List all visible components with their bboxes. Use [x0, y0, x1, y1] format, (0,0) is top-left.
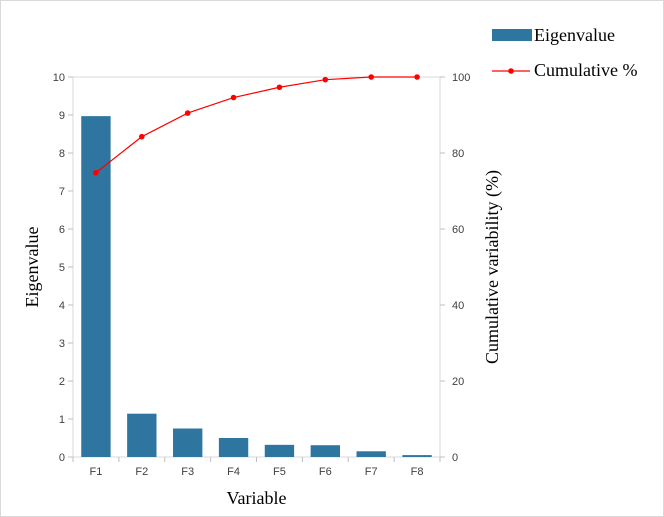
cumulative-line [95, 76, 418, 174]
legend-label-eigenvalue: Eigenvalue [534, 25, 615, 45]
x-tick-label: F2 [135, 466, 148, 478]
y2-axis-ticks: 0 20 40 60 80 100 [440, 72, 470, 464]
bar-f3 [173, 428, 203, 457]
y-tick-label: 10 [53, 72, 65, 84]
legend-item-cumulative: Cumulative % [492, 60, 637, 80]
cumulative-point-f8 [414, 74, 420, 80]
x-tick-label: F7 [365, 466, 378, 478]
legend-label-cumulative: Cumulative % [534, 60, 637, 80]
cumulative-point-f5 [276, 84, 283, 91]
x-tick-label: F5 [273, 466, 286, 478]
x-tick-label: F3 [181, 466, 194, 478]
bar-f4 [218, 438, 249, 457]
cumulative-point-f4 [230, 94, 237, 101]
cumulative-point-f2 [139, 133, 145, 140]
y2-axis-title: Cumulative variability (%) [482, 170, 503, 364]
x-tick-label: F6 [319, 466, 332, 478]
y-tick-label: 6 [59, 224, 65, 236]
y-tick-label: 2 [59, 376, 65, 388]
x-axis-ticks: F1 F2 F3 F4 F5 F6 F7 F8 [72, 457, 441, 478]
y2-tick-label: 100 [452, 72, 470, 84]
y-axis-title: Eigenvalue [22, 227, 42, 308]
legend-swatch-marker [508, 68, 514, 74]
bar-f2 [127, 413, 157, 457]
y-tick-label: 5 [59, 262, 65, 274]
x-tick-label: F4 [227, 466, 240, 478]
legend-swatch-bar [492, 29, 532, 41]
y2-tick-label: 0 [452, 452, 458, 464]
plot-border [72, 76, 441, 458]
plot-area [72, 76, 441, 458]
y-tick-label: 0 [59, 452, 65, 464]
legend-item-eigenvalue: Eigenvalue [492, 25, 615, 45]
y-axis-ticks: 0 1 2 3 4 5 6 7 8 9 10 [53, 72, 73, 464]
bar-f6 [310, 445, 340, 457]
y2-tick-label: 40 [452, 300, 464, 312]
cumulative-point-f7 [368, 74, 374, 80]
x-axis-title: Variable [227, 488, 287, 508]
line-group [93, 74, 420, 176]
y-tick-label: 4 [59, 300, 65, 312]
x-tick-label: F1 [90, 466, 103, 478]
bar-f5 [264, 444, 295, 457]
y-tick-label: 3 [59, 338, 65, 350]
bar-f7 [356, 451, 386, 457]
y2-tick-label: 60 [452, 224, 464, 236]
legend: Eigenvalue Cumulative % [492, 25, 637, 80]
y-tick-label: 9 [59, 110, 65, 122]
y2-tick-label: 80 [452, 148, 464, 160]
y2-tick-label: 20 [452, 376, 464, 388]
y-tick-label: 1 [59, 414, 65, 426]
y-tick-label: 7 [59, 186, 65, 198]
bars-group [81, 116, 432, 457]
x-tick-label: F8 [411, 466, 424, 478]
cumulative-point-f3 [184, 110, 191, 116]
bar-f8 [402, 455, 432, 457]
cumulative-point-f1 [93, 169, 99, 176]
y-tick-label: 8 [59, 148, 65, 160]
bar-f1 [81, 116, 111, 457]
cumulative-point-f6 [322, 76, 329, 83]
